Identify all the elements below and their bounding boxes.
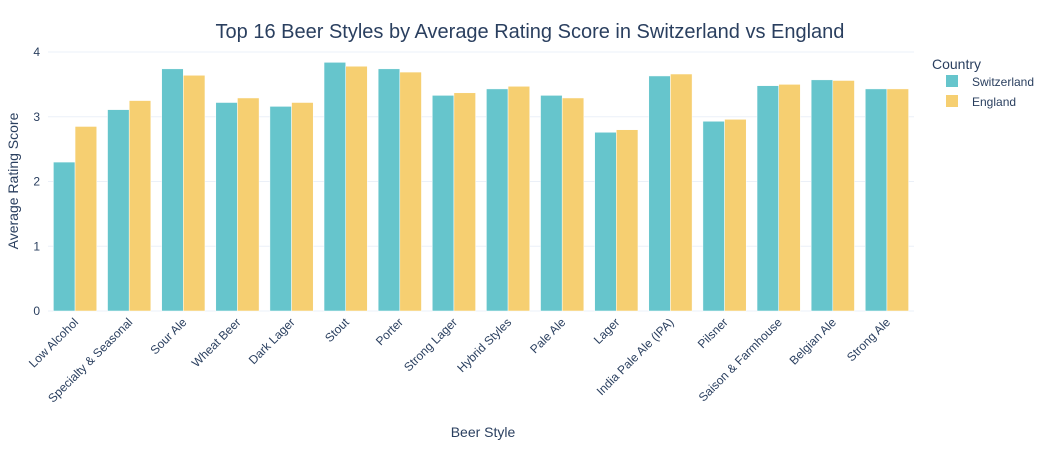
bar-england-15[interactable] — [832, 80, 855, 312]
bar-england-8[interactable] — [453, 92, 476, 312]
x-axis-title: Beer Style — [451, 424, 516, 440]
bar-switzerland-7[interactable] — [377, 68, 401, 312]
bar-england-7[interactable] — [399, 71, 422, 312]
bar-switzerland-3[interactable] — [161, 68, 184, 312]
bar-england-3[interactable] — [183, 75, 206, 312]
bar-england-13[interactable] — [724, 119, 747, 312]
legend-swatch-switzerland — [946, 75, 958, 87]
chart-title: Top 16 Beer Styles by Average Rating Sco… — [216, 21, 845, 43]
x-tick-label: Dark Lager — [246, 315, 298, 367]
x-tick-label: Hybrid Styles — [454, 315, 514, 375]
bar-england-11[interactable] — [616, 129, 639, 312]
y-axis-title: Average Rating Score — [5, 112, 21, 249]
legend-swatch-england — [946, 95, 958, 107]
bar-switzerland-8[interactable] — [432, 95, 455, 312]
bar-switzerland-13[interactable] — [702, 121, 725, 312]
bar-switzerland-1[interactable] — [53, 161, 76, 312]
bar-england-9[interactable] — [507, 86, 530, 312]
x-tick-label: Sour Ale — [147, 315, 189, 357]
legend-label-switzerland: Switzerland — [972, 75, 1034, 89]
legend-label-england: England — [972, 95, 1016, 109]
bar-switzerland-15[interactable] — [810, 79, 834, 312]
bar-switzerland-4[interactable] — [215, 102, 238, 312]
bar-switzerland-14[interactable] — [756, 85, 779, 312]
x-tick-label: Stout — [322, 315, 352, 345]
bar-switzerland-5[interactable] — [269, 106, 292, 312]
bar-switzerland-10[interactable] — [540, 95, 563, 312]
bar-england-5[interactable] — [291, 102, 314, 312]
y-tick-label: 0 — [33, 304, 40, 318]
legend-item-switzerland[interactable]: Switzerland — [946, 75, 1034, 89]
bar-england-2[interactable] — [128, 100, 152, 312]
x-tick-label: Porter — [373, 315, 406, 348]
bar-england-14[interactable] — [778, 84, 801, 312]
x-tick-label: Low Alcohol — [26, 315, 81, 370]
x-tick-label: Strong Lager — [401, 315, 460, 374]
bar-england-16[interactable] — [886, 88, 909, 312]
bar-switzerland-9[interactable] — [486, 88, 509, 312]
bar-switzerland-2[interactable] — [107, 109, 130, 312]
y-axis-ticks: 0 1 2 3 4 — [33, 45, 40, 318]
y-tick-label: 3 — [33, 110, 40, 124]
x-tick-label: Pale Ale — [527, 315, 568, 356]
legend-item-england[interactable]: England — [946, 95, 1016, 109]
bar-england-10[interactable] — [561, 97, 585, 312]
x-tick-label: Strong Ale — [844, 315, 893, 364]
bar-england-6[interactable] — [345, 65, 368, 312]
bar-switzerland-6[interactable] — [323, 62, 346, 312]
bars — [53, 62, 909, 312]
bar-england-12[interactable] — [670, 73, 693, 312]
x-tick-label: Pilsner — [695, 315, 731, 351]
y-tick-label: 4 — [33, 45, 40, 59]
y-tick-label: 1 — [33, 239, 40, 253]
bar-switzerland-12[interactable] — [648, 75, 671, 312]
x-tick-label: Wheat Beer — [189, 315, 244, 370]
bar-switzerland-16[interactable] — [865, 88, 888, 312]
bar-england-1[interactable] — [74, 126, 97, 312]
y-tick-label: 2 — [33, 175, 40, 189]
bar-switzerland-11[interactable] — [594, 132, 617, 312]
x-tick-label: Belgian Ale — [787, 315, 840, 368]
legend-title: Country — [932, 56, 981, 72]
legend: Country Switzerland England — [932, 56, 1034, 109]
x-tick-label: Lager — [591, 315, 623, 347]
bar-england-4[interactable] — [237, 97, 260, 312]
